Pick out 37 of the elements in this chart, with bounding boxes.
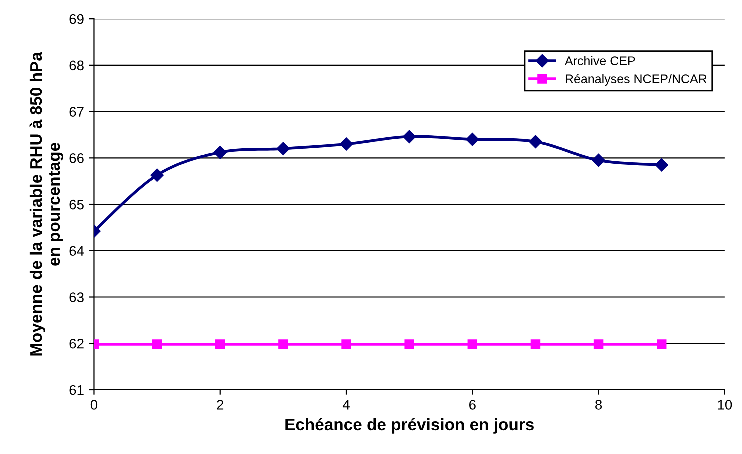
y-axis-title: Moyenne de la variable RHU à 850 hPa en pourcentage <box>30 52 64 356</box>
point <box>402 130 416 144</box>
point <box>150 168 164 182</box>
y-tick-label: 67 <box>70 107 84 117</box>
x-tick-label: 0 <box>90 400 98 410</box>
y-tick-label: 66 <box>70 153 84 164</box>
x-axis-title: Echéance de prévision en jours <box>286 418 534 434</box>
point <box>655 158 668 172</box>
point <box>529 135 542 149</box>
y-tick-label: 62 <box>70 338 84 349</box>
point <box>152 340 162 350</box>
y-tick-label: 64 <box>70 246 84 256</box>
x-tick-label: 2 <box>217 400 224 410</box>
point <box>594 340 604 350</box>
x-tick-label: 8 <box>596 400 602 410</box>
y-tick-label: 63 <box>70 292 84 302</box>
y-tick-label: 69 <box>70 14 84 24</box>
point <box>278 340 288 350</box>
legend-label: Réanalyses NCEP/NCAR <box>566 74 707 86</box>
point <box>340 138 354 151</box>
point <box>276 142 290 156</box>
y-tick-label: 61 <box>70 385 84 396</box>
point <box>592 154 606 168</box>
point <box>530 340 541 350</box>
point <box>214 146 227 160</box>
point <box>468 340 478 350</box>
point <box>466 133 480 146</box>
x-tick-label: 4 <box>342 400 350 410</box>
point <box>216 340 226 350</box>
x-tick-label: 6 <box>470 400 476 410</box>
point <box>657 340 667 350</box>
x-tick-label: 10 <box>718 400 732 410</box>
legend-label: Archive CEP <box>564 56 636 66</box>
y-tick-label: 65 <box>70 200 84 210</box>
point <box>342 340 352 350</box>
y-tick-label: 68 <box>70 60 84 71</box>
point <box>404 340 414 350</box>
